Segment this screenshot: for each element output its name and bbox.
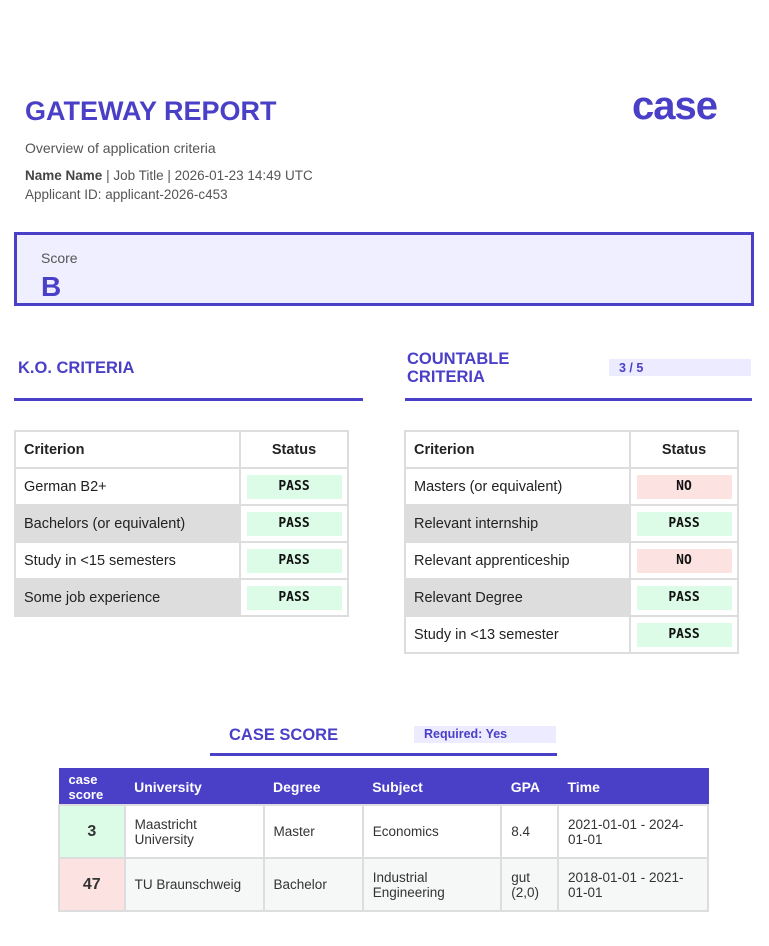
status-badge: PASS bbox=[246, 585, 342, 610]
status-badge: PASS bbox=[636, 622, 732, 647]
score-box: Score B bbox=[14, 232, 754, 306]
criterion: Relevant Degree bbox=[404, 578, 631, 617]
education-cell: 2021-01-01 - 2024-01-01 bbox=[556, 804, 710, 859]
column-header: Status bbox=[239, 430, 349, 469]
column-header: Criterion bbox=[404, 430, 631, 469]
score-value: B bbox=[41, 271, 62, 302]
education-cell: Master bbox=[262, 804, 364, 859]
column-header: case score bbox=[58, 768, 126, 806]
status-cell: PASS bbox=[629, 615, 739, 654]
status-badge: PASS bbox=[246, 548, 342, 573]
education-cell: TU Braunschweig bbox=[123, 857, 265, 912]
education-cell: 8.4 bbox=[500, 804, 559, 859]
education-cell: Bachelor bbox=[262, 857, 364, 912]
criterion-row: Some job experience PASS bbox=[14, 578, 349, 617]
criterion-row: Study in <15 semesters PASS bbox=[14, 541, 349, 580]
logo: case bbox=[632, 84, 718, 128]
job-meta: | Job Title | 2026-01-23 14:49 UTC bbox=[106, 168, 313, 183]
status-badge: PASS bbox=[246, 474, 342, 499]
ko-rule bbox=[14, 398, 363, 401]
report-title: GATEWAY REPORT bbox=[25, 96, 277, 126]
column-header: Subject bbox=[362, 768, 502, 806]
education-cell: gut (2,0) bbox=[500, 857, 559, 912]
education-cell: Industrial Engineering bbox=[361, 857, 503, 912]
status-cell: PASS bbox=[239, 578, 349, 617]
status-badge: PASS bbox=[636, 511, 732, 536]
required-badge: Required: Yes bbox=[414, 726, 556, 743]
header-row: Criterion Status bbox=[14, 430, 349, 469]
education-cell: Maastricht University bbox=[123, 804, 265, 859]
education-row: 47 TU Braunschweig Bachelor Industrial Engi… bbox=[58, 857, 710, 912]
case-score-table: case score University Degree Subject GPA Time… bbox=[58, 768, 710, 912]
criterion-row: Relevant internship PASS bbox=[404, 504, 739, 543]
subtitle: Overview of application criteria bbox=[25, 140, 216, 156]
status-cell: PASS bbox=[239, 504, 349, 543]
applicant-id: Applicant ID: applicant-2026-c453 bbox=[25, 187, 228, 202]
criterion: Bachelors (or equivalent) bbox=[14, 504, 241, 543]
status-cell: PASS bbox=[239, 467, 349, 506]
criterion: Some job experience bbox=[14, 578, 241, 617]
status-badge: PASS bbox=[246, 511, 342, 536]
criterion-row: Bachelors (or equivalent) PASS bbox=[14, 504, 349, 543]
criterion-row: Relevant apprenticeship NO bbox=[404, 541, 739, 580]
case-score-cell: 3 bbox=[58, 804, 126, 859]
status-cell: PASS bbox=[239, 541, 349, 580]
case-score-title: CASE SCORE bbox=[229, 726, 339, 744]
meta-line: Name Name | Job Title | 2026-01-23 14:49… bbox=[25, 168, 313, 183]
status-cell: NO bbox=[629, 467, 739, 506]
status-badge: NO bbox=[636, 548, 732, 573]
status-cell: NO bbox=[629, 541, 739, 580]
status-badge: PASS bbox=[636, 585, 732, 610]
criterion: Relevant internship bbox=[404, 504, 631, 543]
criterion-row: Masters (or equivalent) NO bbox=[404, 467, 739, 506]
header-row: case score University Degree Subject GPA Time bbox=[58, 768, 709, 806]
applicant-name: Name Name bbox=[25, 168, 103, 183]
column-header: Degree bbox=[263, 768, 364, 806]
education-cell: 2018-01-01 - 2021-01-01 bbox=[556, 857, 710, 912]
column-header: GPA bbox=[500, 768, 559, 806]
case-score-cell: 47 bbox=[58, 857, 126, 912]
ko-table: Criterion Status German B2+ PASS Bachelors (… bbox=[14, 430, 349, 617]
education-cell: Economics bbox=[361, 804, 503, 859]
column-header: University bbox=[124, 768, 265, 806]
countable-rule bbox=[405, 398, 752, 401]
status-badge: NO bbox=[636, 474, 732, 499]
case-score-rule bbox=[210, 753, 557, 756]
criterion-row: German B2+ PASS bbox=[14, 467, 349, 506]
status-cell: PASS bbox=[629, 578, 739, 617]
count-badge: 3 / 5 bbox=[609, 359, 751, 376]
criterion: Study in <13 semester bbox=[404, 615, 631, 654]
countable-title: COUNTABLE CRITERIA bbox=[407, 350, 510, 386]
ko-title: K.O. CRITERIA bbox=[18, 359, 135, 377]
criterion: Masters (or equivalent) bbox=[404, 467, 631, 506]
criterion: German B2+ bbox=[14, 467, 241, 506]
header-row: Criterion Status bbox=[404, 430, 739, 469]
column-header: Status bbox=[629, 430, 739, 469]
education-row: 3 Maastricht University Master Economics 8.4… bbox=[58, 804, 710, 859]
countable-table: Criterion Status Masters (or equivalent) NO… bbox=[404, 430, 739, 654]
criterion: Relevant apprenticeship bbox=[404, 541, 631, 580]
status-cell: PASS bbox=[629, 504, 739, 543]
score-label: Score bbox=[41, 250, 78, 266]
column-header: Time bbox=[557, 768, 709, 806]
criterion-row: Relevant Degree PASS bbox=[404, 578, 739, 617]
column-header: Criterion bbox=[14, 430, 241, 469]
criterion: Study in <15 semesters bbox=[14, 541, 241, 580]
criterion-row: Study in <13 semester PASS bbox=[404, 615, 739, 654]
